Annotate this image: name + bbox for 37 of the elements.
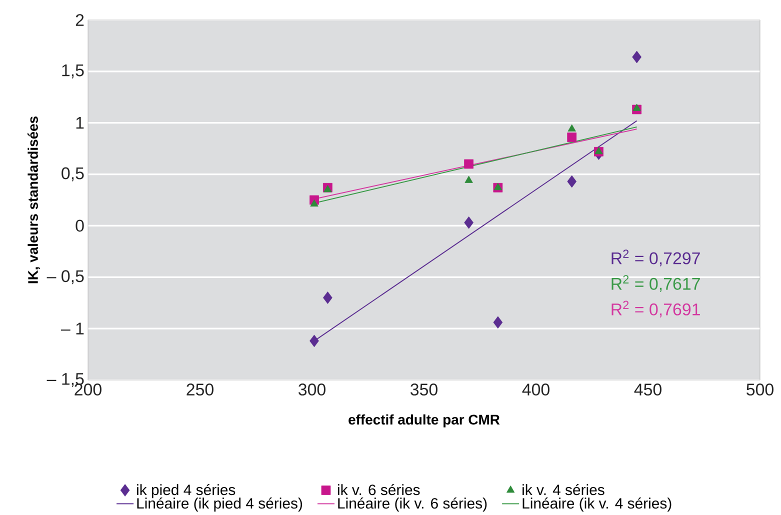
x-tick-label: 400 [522, 384, 550, 396]
y-tick-label: – 0,5 [46, 270, 84, 284]
legend-label: ik v. 6 séries [338, 484, 420, 496]
legend-label: ik pied 4 séries [137, 484, 236, 498]
point [567, 132, 577, 142]
point [632, 50, 642, 64]
point [567, 175, 577, 188]
point [310, 199, 318, 207]
point [568, 124, 576, 132]
y-tick-label: 0 [76, 220, 84, 232]
point [310, 334, 319, 348]
y-tick-label: 1,5 [62, 64, 84, 78]
annotation: R$^{2}$ = 0,7297 [612, 250, 700, 266]
point [323, 292, 332, 304]
x-tick-label: 300 [298, 384, 326, 396]
point [632, 104, 641, 111]
x-tick-label: 450 [634, 384, 662, 396]
y-axis-title: IK, valeurs standardisées [28, 116, 40, 284]
x-tick-label: 250 [186, 384, 214, 396]
x-tick-label: 350 [410, 384, 438, 396]
annotation: R$^{2}$ = 0,7691 [612, 300, 700, 318]
x-tick-label: 500 [746, 384, 774, 396]
legend-label: Linéaire (ik v. 6 séries) [338, 498, 487, 512]
point [464, 216, 474, 229]
point [464, 159, 474, 169]
y-tick-label: – 1 [60, 322, 84, 334]
x-axis-title: effectif adulte par CMR [348, 414, 500, 428]
point [324, 185, 332, 192]
y-tick-label: 1 [76, 117, 84, 129]
point [493, 316, 503, 329]
legend-label: Linéaire (ik v. 4 séries) [522, 498, 672, 512]
y-tick-label: 2 [76, 14, 84, 26]
legend-label: Linéaire (ik pied 4 séries) [137, 498, 302, 512]
annotation: R$^{2}$ = 0,7617 [612, 275, 700, 292]
legend-label: ik v. 4 séries [522, 484, 604, 496]
y-tick-label: 0,5 [62, 167, 84, 182]
point [464, 176, 473, 183]
